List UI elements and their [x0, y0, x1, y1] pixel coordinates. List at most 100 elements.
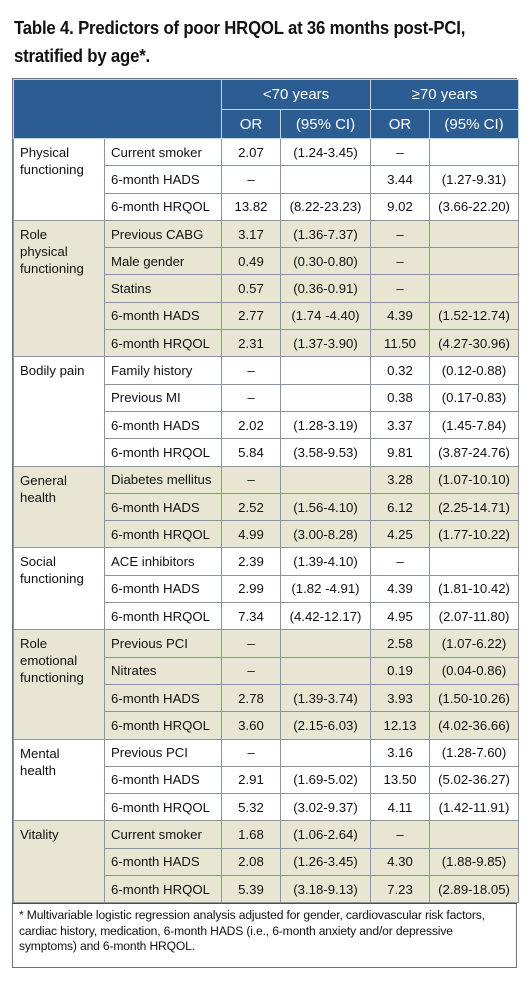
ci-70-plus: (1.45-7.84) [429, 410, 520, 440]
or-under-70: 2.31 [221, 329, 281, 358]
ci-70-plus: (3.87-24.76) [429, 438, 520, 467]
table-row: 6-month HRQOL 5.39 (3.18-9.13) 7.23 (2.89-18… [14, 875, 520, 904]
or-70-plus: 4.25 [370, 520, 431, 549]
predictor-name: 6-month HADS [104, 492, 222, 522]
or-under-70: 7.34 [221, 602, 281, 631]
or-under-70: 3.17 [221, 219, 281, 249]
predictor-name: ACE inhibitors [104, 547, 222, 576]
ci-70-plus [429, 820, 520, 849]
table-row: Male gender 0.49 (0.30-0.80) – [14, 247, 520, 276]
table-frame: <70 years ≥70 years OR (95% CI) OR (95% … [12, 78, 520, 968]
table-body: Physical functioning Current smoker 2.07 (1… [13, 137, 520, 904]
predictor-name: Previous CABG [104, 219, 222, 249]
ci-70-plus [429, 547, 520, 576]
ci-under-70: (1.69-5.02) [279, 765, 372, 795]
or-70-plus: 13.50 [370, 765, 431, 795]
or-70-plus: 3.16 [370, 738, 431, 767]
table-row: 6-month HRQOL 5.84 (3.58-9.53) 9.81 (3.87-24… [14, 438, 520, 467]
outcome-domain: General health [13, 465, 105, 549]
predictor-name: 6-month HRQOL [104, 192, 222, 221]
footnote-rule [12, 903, 517, 904]
or-70-plus: 0.19 [370, 656, 431, 685]
ci-70-plus: (0.04-0.86) [429, 656, 520, 685]
ci-under-70: (4.42-12.17) [279, 602, 372, 631]
ci-under-70: (1.06-2.64) [279, 820, 372, 849]
predictor-name: Previous PCI [104, 629, 222, 658]
table-row: General health Diabetes mellitus – 3.28 (1.0… [13, 465, 520, 549]
or-under-70: 2.99 [221, 574, 281, 604]
or-under-70: 1.68 [221, 820, 281, 849]
table-row: Previous MI – 0.38 (0.17-0.83) [14, 383, 520, 412]
ci-under-70 [279, 383, 372, 412]
ci-70-plus: (1.42-11.91) [429, 793, 520, 822]
ci-under-70 [279, 356, 372, 385]
or-under-70: 3.60 [221, 711, 281, 740]
predictor-name: 6-month HRQOL [104, 711, 222, 740]
table-row: 6-month HRQOL 4.99 (3.00-8.28) 4.25 (1.77-10… [14, 520, 520, 549]
or-under-70: 2.77 [221, 301, 281, 331]
or-70-plus: 4.95 [370, 602, 431, 631]
ci-under-70 [279, 465, 372, 494]
or-70-plus: 4.30 [370, 847, 431, 877]
predictor-name: Current smoker [104, 137, 222, 167]
or-under-70: – [221, 738, 281, 767]
header-ci-under-70: (95% CI) [279, 109, 372, 139]
ci-under-70: (1.37-3.90) [279, 329, 372, 358]
or-under-70: 2.78 [221, 683, 281, 713]
ci-70-plus: (3.66-22.20) [429, 192, 520, 221]
predictor-name: Diabetes mellitus [104, 465, 222, 494]
or-under-70: 2.07 [221, 137, 281, 167]
or-70-plus: 9.81 [370, 438, 431, 467]
table-footnote: * Multivariable logistic regression anal… [19, 908, 485, 954]
header-blank-cell [13, 79, 222, 139]
predictor-name: 6-month HADS [104, 410, 222, 440]
or-70-plus: – [370, 219, 431, 249]
ci-under-70: (8.22-23.23) [279, 192, 372, 221]
ci-70-plus: (0.12-0.88) [429, 356, 520, 385]
ci-70-plus: (4.02-36.66) [429, 711, 520, 740]
or-under-70: 5.84 [221, 438, 281, 467]
outcome-domain: Physical functioning [13, 138, 105, 221]
predictor-name: Statins [104, 274, 222, 303]
table-row: Role physical functioning Previous CABG 3.… [13, 219, 520, 358]
or-under-70: – [221, 383, 281, 412]
outcome-domain: Role emotional functioning [13, 629, 105, 740]
predictor-name: 6-month HADS [104, 683, 222, 713]
predictor-name: 6-month HRQOL [104, 438, 222, 467]
or-70-plus: 4.39 [370, 574, 431, 604]
ci-under-70: (3.02-9.37) [279, 793, 372, 822]
outcome-domain: Role physical functioning [13, 219, 105, 358]
ci-under-70: (0.30-0.80) [279, 247, 372, 276]
ci-70-plus: (1.50-10.26) [429, 683, 520, 713]
or-70-plus: 9.02 [370, 192, 431, 221]
ci-70-plus: (1.77-10.22) [429, 520, 520, 549]
predictor-name: 6-month HADS [104, 574, 222, 604]
predictors-table: <70 years ≥70 years OR (95% CI) OR (95% … [13, 79, 520, 904]
ci-70-plus: (1.52-12.74) [429, 301, 520, 331]
or-70-plus: 0.38 [370, 383, 431, 412]
or-under-70: 2.91 [221, 765, 281, 795]
ci-70-plus: (2.25-14.71) [429, 492, 520, 522]
or-under-70: – [221, 465, 281, 494]
table-row: Vitality Current smoker 1.68 (1.06-2.64) – [13, 820, 520, 904]
predictor-name: 6-month HRQOL [104, 329, 222, 358]
table-row: 6-month HADS 2.77 (1.74 -4.40) 4.39 (1.52-12… [14, 301, 520, 331]
ci-under-70 [279, 738, 372, 767]
or-70-plus: 0.32 [370, 356, 431, 385]
ci-70-plus [429, 219, 520, 249]
or-70-plus: 4.39 [370, 301, 431, 331]
outcome-domain: Social functioning [13, 547, 105, 631]
outcome-domain: Mental health [13, 738, 105, 822]
table-row: 6-month HADS 2.08 (1.26-3.45) 4.30 (1.88-9.8… [14, 847, 520, 877]
or-under-70: – [221, 656, 281, 685]
predictor-name: Previous PCI [104, 738, 222, 767]
or-70-plus: 3.28 [370, 465, 431, 494]
table-row: 6-month HRQOL 2.31 (1.37-3.90) 11.50 (4.27-3… [14, 329, 520, 358]
outcome-domain: Vitality [13, 820, 105, 904]
table-row: 6-month HADS 2.91 (1.69-5.02) 13.50 (5.02-36… [14, 765, 520, 795]
table-title-line-1: Table 4. Predictors of poor HRQOL at 36 … [14, 18, 466, 38]
table-row: Mental health Previous PCI – 3.16 (1.28-7.60… [13, 738, 520, 822]
ci-under-70: (0.36-0.91) [279, 274, 372, 303]
ci-70-plus: (1.81-10.42) [429, 574, 520, 604]
ci-70-plus [429, 274, 520, 303]
